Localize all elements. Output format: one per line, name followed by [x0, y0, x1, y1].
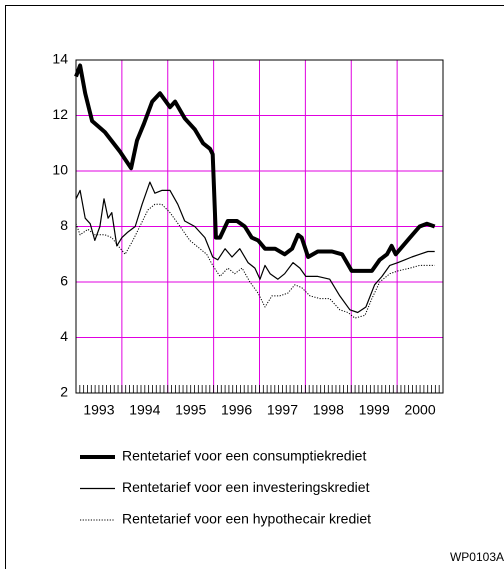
y-tick-label: 6: [60, 273, 68, 289]
x-tick-label: 1998: [313, 402, 344, 418]
x-tick-label: 1997: [267, 402, 298, 418]
x-tick-label: 1994: [129, 402, 160, 418]
series-line: [75, 181, 435, 314]
y-tick-label: 12: [52, 106, 68, 122]
x-tick-label: 1995: [175, 402, 206, 418]
annotation: WP0103A: [450, 550, 504, 564]
series-line: [74, 63, 436, 273]
y-tick-label: 10: [52, 162, 68, 178]
x-tick-label: 1999: [359, 402, 390, 418]
legend-label: Rentetarief voor een hypothecair krediet: [122, 511, 371, 527]
x-tick-label: 2000: [404, 402, 435, 418]
y-tick-label: 4: [60, 328, 68, 344]
x-tick-label: 1993: [83, 402, 114, 418]
legend-label: Rentetarief voor een consumptiekrediet: [122, 448, 366, 464]
x-tick-label: 1996: [221, 402, 252, 418]
frame: [5, 5, 504, 569]
y-tick-label: 2: [60, 384, 68, 400]
y-tick-label: 8: [60, 217, 68, 233]
plot-border: [75, 59, 444, 394]
y-tick-label: 14: [52, 51, 68, 67]
legend-label: Rentetarief voor een investeringskrediet: [122, 479, 370, 495]
series-line: [75, 203, 435, 319]
